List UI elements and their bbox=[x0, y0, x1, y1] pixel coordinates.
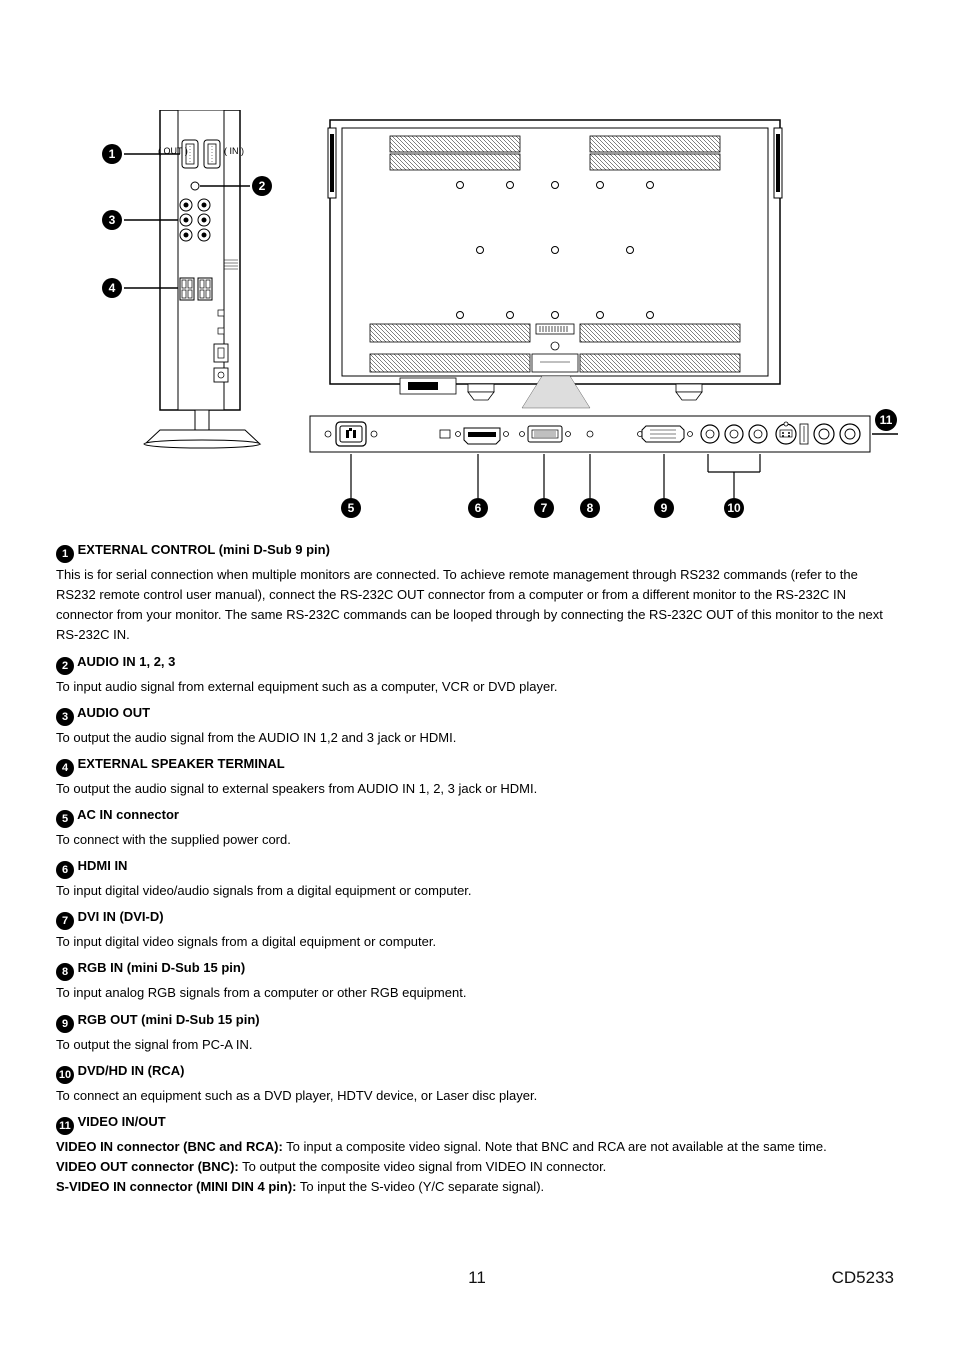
body-6: To input digital video/audio signals fro… bbox=[56, 881, 898, 901]
rgb-in bbox=[587, 431, 593, 437]
page: ( OUT ) ( IN ) bbox=[0, 0, 954, 1350]
item-11: 11 VIDEO IN/OUT VIDEO IN connector (BNC … bbox=[56, 1112, 898, 1197]
item-5: 5 AC IN connector To connect with the su… bbox=[56, 805, 898, 850]
badge-6: 6 bbox=[56, 861, 74, 879]
badge-9: 9 bbox=[56, 1015, 74, 1033]
body-8: To input analog RGB signals from a compu… bbox=[56, 983, 898, 1003]
badge-11: 11 bbox=[56, 1117, 74, 1135]
sub-11b-text: To output the composite video signal fro… bbox=[239, 1159, 607, 1174]
title-10: DVD/HD IN (RCA) bbox=[74, 1063, 185, 1078]
title-6: HDMI IN bbox=[74, 858, 127, 873]
svg-text:6: 6 bbox=[475, 501, 482, 515]
item-7: 7 DVI IN (DVI-D) To input digital video … bbox=[56, 907, 898, 952]
body-1: This is for serial connection when multi… bbox=[56, 565, 898, 646]
sub-11b-label: VIDEO OUT connector (BNC): bbox=[56, 1159, 239, 1174]
svg-text:8: 8 bbox=[587, 501, 594, 515]
badge-1: 1 bbox=[56, 545, 74, 563]
body-7: To input digital video signals from a di… bbox=[56, 932, 898, 952]
badge-5: 5 bbox=[56, 810, 74, 828]
model-number: CD5233 bbox=[832, 1268, 894, 1288]
title-3: AUDIO OUT bbox=[74, 705, 150, 720]
body-5: To connect with the supplied power cord. bbox=[56, 830, 898, 850]
title-11: VIDEO IN/OUT bbox=[74, 1114, 166, 1129]
badge-10: 10 bbox=[56, 1066, 74, 1084]
svg-text:7: 7 bbox=[541, 501, 548, 515]
title-5: AC IN connector bbox=[74, 807, 179, 822]
item-3: 3 AUDIO OUT To output the audio signal f… bbox=[56, 703, 898, 748]
item-10: 10 DVD/HD IN (RCA) To connect an equipme… bbox=[56, 1061, 898, 1106]
item-1: 1 EXTERNAL CONTROL (mini D-Sub 9 pin) Th… bbox=[56, 540, 898, 646]
title-8: RGB IN (mini D-Sub 15 pin) bbox=[74, 960, 245, 975]
item-9: 9 RGB OUT (mini D-Sub 15 pin) To output … bbox=[56, 1010, 898, 1055]
badge-7: 7 bbox=[56, 912, 74, 930]
item-2: 2 AUDIO IN 1, 2, 3 To input audio signal… bbox=[56, 652, 898, 697]
badge-3: 3 bbox=[56, 708, 74, 726]
body-9: To output the signal from PC-A IN. bbox=[56, 1035, 898, 1055]
svg-text:9: 9 bbox=[661, 501, 668, 515]
sub-11a-text: To input a composite video signal. Note … bbox=[283, 1139, 827, 1154]
dvd-hd-rca bbox=[701, 425, 767, 443]
description-list: 1 EXTERNAL CONTROL (mini D-Sub 9 pin) Th… bbox=[56, 540, 898, 1203]
svg-text:( IN ): ( IN ) bbox=[224, 146, 244, 156]
side-panel: ( OUT ) ( IN ) bbox=[102, 110, 272, 448]
title-7: DVI IN (DVI-D) bbox=[74, 909, 164, 924]
badge-2: 2 bbox=[56, 657, 74, 675]
sub-11c-text: To input the S-video (Y/C separate signa… bbox=[297, 1179, 545, 1194]
svg-text:10: 10 bbox=[727, 501, 741, 515]
item-8: 8 RGB IN (mini D-Sub 15 pin) To input an… bbox=[56, 958, 898, 1003]
body-2: To input audio signal from external equi… bbox=[56, 677, 898, 697]
badge-4: 4 bbox=[56, 759, 74, 777]
title-1: EXTERNAL CONTROL (mini D-Sub 9 pin) bbox=[74, 542, 330, 557]
title-2: AUDIO IN 1, 2, 3 bbox=[74, 654, 175, 669]
svg-text:1: 1 bbox=[109, 147, 116, 161]
svg-text:4: 4 bbox=[109, 281, 116, 295]
bottom-connectors bbox=[310, 416, 870, 452]
title-4: EXTERNAL SPEAKER TERMINAL bbox=[74, 756, 285, 771]
video-in-out bbox=[776, 422, 860, 444]
svg-text:2: 2 bbox=[259, 179, 266, 193]
sub-11a-label: VIDEO IN connector (BNC and RCA): bbox=[56, 1139, 283, 1154]
body-10: To connect an equipment such as a DVD pl… bbox=[56, 1086, 898, 1106]
svg-text:5: 5 bbox=[348, 501, 355, 515]
svg-text:3: 3 bbox=[109, 213, 116, 227]
body-4: To output the audio signal to external s… bbox=[56, 779, 898, 799]
rear-panel bbox=[328, 120, 782, 408]
page-number: 11 bbox=[0, 1268, 954, 1288]
body-11: VIDEO IN connector (BNC and RCA): To inp… bbox=[56, 1137, 898, 1197]
body-3: To output the audio signal from the AUDI… bbox=[56, 728, 898, 748]
item-4: 4 EXTERNAL SPEAKER TERMINAL To output th… bbox=[56, 754, 898, 799]
svg-text:11: 11 bbox=[880, 413, 893, 427]
rear-panel-diagram: ( OUT ) ( IN ) bbox=[60, 110, 900, 520]
title-9: RGB OUT (mini D-Sub 15 pin) bbox=[74, 1012, 260, 1027]
item-6: 6 HDMI IN To input digital video/audio s… bbox=[56, 856, 898, 901]
badge-8: 8 bbox=[56, 963, 74, 981]
sub-11c-label: S-VIDEO IN connector (MINI DIN 4 pin): bbox=[56, 1179, 297, 1194]
